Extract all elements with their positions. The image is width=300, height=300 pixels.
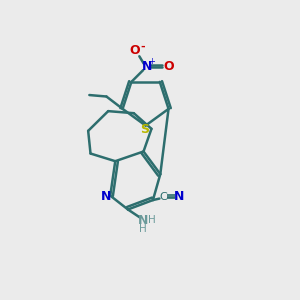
Text: H: H (148, 215, 155, 225)
Text: S: S (140, 124, 149, 136)
Text: -: - (140, 42, 145, 52)
Text: N: N (174, 190, 184, 203)
Text: O: O (163, 60, 173, 73)
Text: O: O (130, 44, 140, 57)
Text: +: + (148, 57, 155, 66)
Text: N: N (142, 60, 152, 73)
Text: N: N (101, 190, 112, 203)
Text: C: C (160, 191, 167, 202)
Text: N: N (138, 214, 148, 227)
Text: H: H (140, 224, 147, 234)
